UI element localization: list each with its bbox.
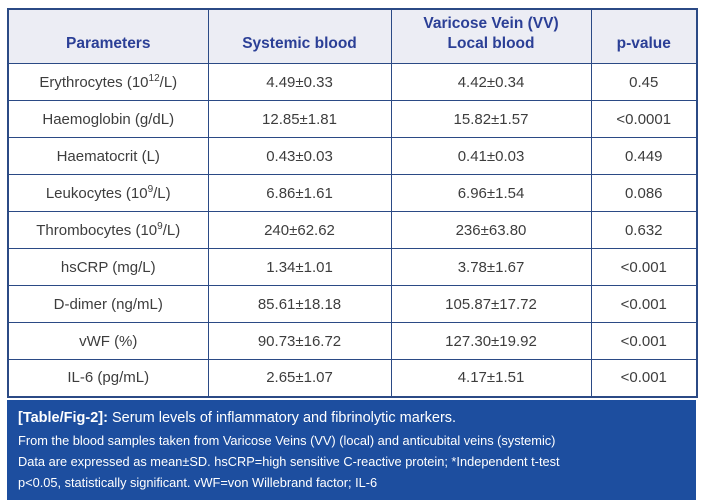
caption-note-line: From the blood samples taken from Varico… [18,432,556,448]
systemic-value-cell: 2.65±1.07 [207,359,392,397]
table-row: vWF (%) 90.73±16.72 127.30±19.92 <0.001 [7,322,698,360]
p-value-cell: <0.001 [590,285,698,323]
local-value-cell: 127.30±19.92 [390,322,592,360]
systemic-value-cell: 6.86±1.61 [207,174,392,212]
param-cell: Thrombocytes (109/L) [7,211,209,249]
systemic-value-cell: 0.43±0.03 [207,137,392,175]
param-cell: hsCRP (mg/L) [7,248,209,286]
systemic-value-cell: 4.49±0.33 [207,63,392,101]
local-value-cell: 236±63.80 [390,211,592,249]
table-row: D-dimer (ng/mL) 85.61±18.18 105.87±17.72… [7,285,698,323]
caption-note-line: Data are expressed as mean±SD. hsCRP=hig… [18,453,560,469]
local-value-cell: 3.78±1.67 [390,248,592,286]
local-value-cell: 0.41±0.03 [390,137,592,175]
param-text: vWF (%) [79,332,138,350]
param-text: Haematocrit (L) [56,147,160,165]
param-cell: vWF (%) [7,322,209,360]
param-superscript: 12 [148,72,160,84]
caption-note-line: p<0.05, statistically significant. vWF=v… [18,474,378,490]
local-value-cell: 105.87±17.72 [390,285,592,323]
param-text-post: /L) [159,73,178,91]
p-value-cell: 0.632 [590,211,698,249]
results-table: Parameters Systemic blood Varicose Vein … [7,8,698,398]
param-cell: Erythrocytes (1012/L) [7,63,209,101]
param-superscript: 9 [157,220,163,232]
systemic-value-cell: 240±62.62 [207,211,392,249]
param-text-post: /L) [153,184,171,202]
param-cell: Haemoglobin (g/dL) [7,100,209,138]
systemic-value-cell: 85.61±18.18 [207,285,392,323]
param-text: IL-6 (pg/mL) [67,369,150,387]
param-superscript: 9 [147,183,154,195]
systemic-value-cell: 90.73±16.72 [207,322,392,360]
table-row: Haematocrit (L) 0.43±0.03 0.41±0.03 0.44… [7,137,698,175]
local-value-cell: 4.42±0.34 [390,63,592,101]
p-value-cell: 0.45 [590,63,698,101]
param-cell: Leukocytes (109/L) [7,174,209,212]
param-cell: IL-6 (pg/mL) [7,359,209,397]
caption-title: [Table/Fig-2]: Serum levels of inflammat… [18,407,685,429]
col-header-systemic-blood: Systemic blood [207,8,392,64]
p-value-cell: <0.001 [590,322,698,360]
param-text: hsCRP (mg/L) [60,258,156,276]
param-text: D-dimer (ng/mL) [53,295,163,313]
param-cell: D-dimer (ng/mL) [7,285,209,323]
caption-title-text: Serum levels of inflammatory and fibrino… [111,409,457,426]
caption-figure-tag: [Table/Fig-2]: [18,409,108,426]
systemic-value-cell: 12.85±1.81 [207,100,392,138]
p-value-cell: 0.449 [590,137,698,175]
col-header-parameters: Parameters [7,8,209,64]
param-text: Thrombocytes (10 [36,221,158,239]
table-row: Leukocytes (109/L) 6.86±1.61 6.96±1.54 0… [7,174,698,212]
param-text: Haemoglobin (g/dL) [42,110,175,128]
p-value-cell: 0.086 [590,174,698,212]
col-header-local-blood: Varicose Vein (VV) Local blood [390,8,592,64]
param-text-post: /L) [162,221,181,239]
table-row: hsCRP (mg/L) 1.34±1.01 3.78±1.67 <0.001 [7,248,698,286]
p-value-cell: <0.001 [590,248,698,286]
col-header-local-line1: Varicose Vein (VV) [423,15,559,32]
table-row: Thrombocytes (109/L) 240±62.62 236±63.80… [7,211,698,249]
table-figure: Parameters Systemic blood Varicose Vein … [7,8,698,500]
table-row: Haemoglobin (g/dL) 12.85±1.81 15.82±1.57… [7,100,698,138]
param-text: Erythrocytes (10 [39,73,149,91]
local-value-cell: 15.82±1.57 [390,100,592,138]
table-row: IL-6 (pg/mL) 2.65±1.07 4.17±1.51 <0.001 [7,359,698,397]
header-row: Parameters Systemic blood Varicose Vein … [7,8,698,64]
local-value-cell: 6.96±1.54 [390,174,592,212]
local-value-cell: 4.17±1.51 [390,359,592,397]
p-value-cell: <0.0001 [590,100,698,138]
table-row: Erythrocytes (1012/L) 4.49±0.33 4.42±0.3… [7,63,698,101]
systemic-value-cell: 1.34±1.01 [207,248,392,286]
param-text: Leukocytes (10 [45,184,148,202]
param-cell: Haematocrit (L) [7,137,209,175]
p-value-cell: <0.001 [590,359,698,397]
col-header-p-value: p-value [590,8,698,64]
table-caption: [Table/Fig-2]: Serum levels of inflammat… [7,399,696,500]
col-header-local-line2: Local blood [447,35,535,52]
